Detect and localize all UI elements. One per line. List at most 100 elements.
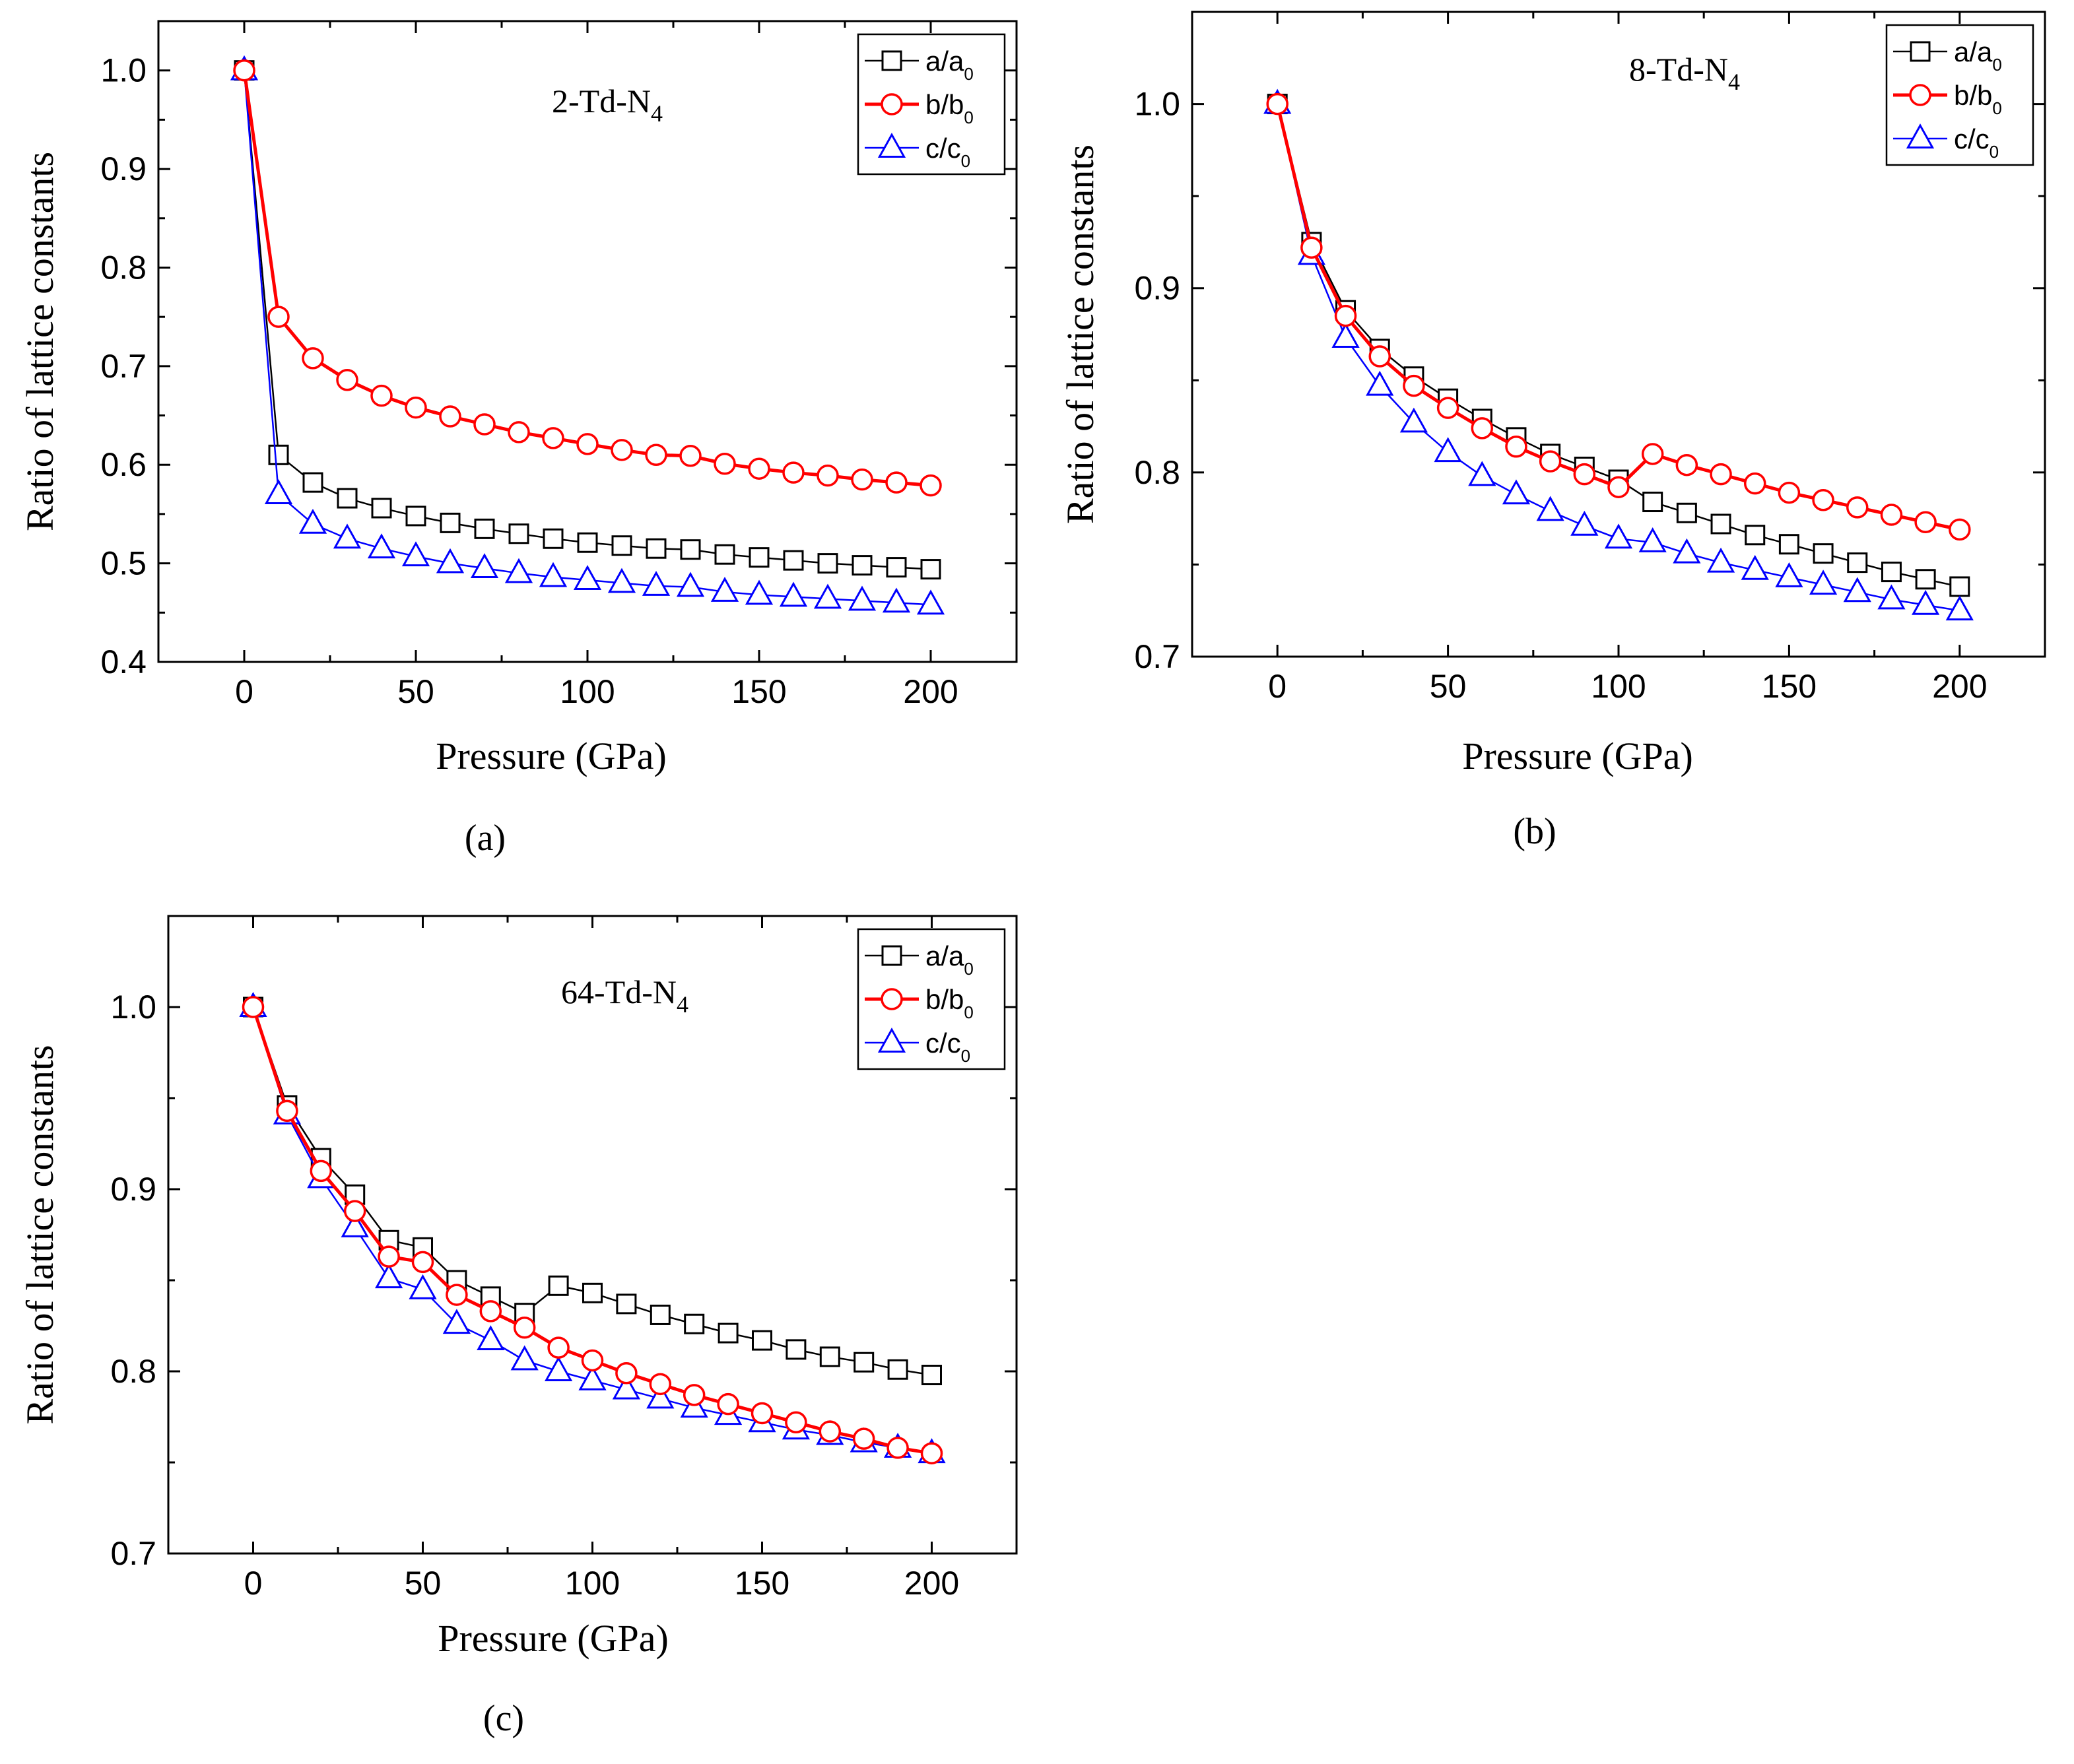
data-point-circle <box>852 1427 875 1450</box>
x-tick-label: 50 <box>405 1565 442 1602</box>
series-line <box>1275 103 1960 531</box>
data-point-circle <box>819 1420 842 1443</box>
x-tick-label: 50 <box>397 673 434 710</box>
data-point-triangle <box>1945 595 1974 621</box>
y-tick-label: 0.5 <box>100 545 147 582</box>
data-point-square <box>1881 562 1902 583</box>
legend-label-text: c/c <box>925 133 961 164</box>
x-tick-label: 200 <box>1932 668 1987 705</box>
data-point-square <box>680 539 701 560</box>
data-point-triangle <box>1502 479 1531 505</box>
series-circle <box>242 996 943 1464</box>
y-tick-label: 0.4 <box>100 643 147 680</box>
data-point-circle <box>302 347 324 370</box>
data-point-triangle <box>510 1345 539 1371</box>
legend-item: b/b0 <box>865 89 974 127</box>
legend-label: b/b0 <box>925 984 974 1022</box>
panel-caption: (b) <box>1513 811 1556 852</box>
data-point-triangle <box>544 1356 573 1381</box>
panel-title-subscript: 4 <box>677 991 688 1018</box>
panel-title-subscript: 4 <box>651 100 663 127</box>
x-axis-label: Pressure (GPa) <box>436 735 667 777</box>
data-point-triangle <box>504 558 533 583</box>
data-point-circle <box>508 421 530 443</box>
data-point-square <box>474 518 495 539</box>
x-tick-label: 0 <box>244 1565 263 1602</box>
y-tick-label: 0.8 <box>110 1353 156 1390</box>
data-point-circle <box>683 1384 706 1406</box>
data-point-triangle <box>612 1374 641 1400</box>
legend-marker <box>1906 123 1935 148</box>
legend-label-text: c/c <box>925 1028 961 1059</box>
data-point-triangle <box>642 571 671 596</box>
legend-label: b/b0 <box>925 89 974 127</box>
data-point-circle <box>1403 374 1425 397</box>
legend-label: c/c0 <box>1954 123 1999 162</box>
panel-title: 8-Td-N4 <box>1629 51 1740 95</box>
data-point-circle <box>615 1362 638 1385</box>
y-tick-label: 0.8 <box>1134 454 1180 491</box>
legend-item: a/a0 <box>865 46 974 84</box>
legend-marker <box>881 988 903 1010</box>
data-point-square <box>886 557 907 578</box>
data-point-square <box>268 444 289 465</box>
data-point-triangle <box>1706 547 1735 573</box>
legend-item: a/a0 <box>865 940 974 979</box>
data-point-triangle <box>374 1263 403 1289</box>
x-axis-label: Pressure (GPa) <box>438 1617 669 1660</box>
panel-caption: (c) <box>483 1698 524 1739</box>
panel-title-text: 64-Td-N <box>561 973 677 1010</box>
legend-label-text: b/b <box>1954 80 1992 111</box>
data-point-square <box>1813 543 1834 564</box>
data-point-circle <box>748 457 770 480</box>
legend-marker <box>877 1028 906 1053</box>
data-point-triangle <box>646 1383 675 1409</box>
data-point-circle <box>782 461 805 484</box>
x-tick-label: 150 <box>1762 668 1817 705</box>
data-point-square <box>817 553 838 574</box>
y-tick-label: 0.8 <box>100 249 147 286</box>
data-point-circle <box>1812 488 1834 511</box>
data-point-triangle <box>409 1274 437 1299</box>
data-point-square <box>1847 552 1868 573</box>
series-triangle <box>1263 88 1974 621</box>
legend-marker <box>881 50 902 71</box>
data-point-circle <box>370 384 393 407</box>
data-point-circle <box>310 1160 333 1183</box>
chart-panel-a: 0 50 100 150 200 0.4 0.5 0.6 0.7 0.8 0.9 1.0 Pressur… <box>18 20 1018 859</box>
data-point-square <box>1676 502 1697 523</box>
y-axis-label: Ratio of lattice constants <box>1059 145 1102 524</box>
data-point-circle <box>547 1336 570 1359</box>
data-point-square <box>650 1304 671 1325</box>
legend-label-text: a/a <box>1954 36 1993 67</box>
legend-label: a/a0 <box>1954 36 2002 75</box>
legend-label-text: a/a <box>925 940 964 971</box>
data-point-circle <box>714 452 736 475</box>
data-point-circle <box>479 1300 502 1323</box>
data-point-circle <box>717 1392 739 1416</box>
y-tick-label: 1.0 <box>1134 86 1180 123</box>
data-point-triangle <box>1877 584 1906 610</box>
x-tick-label: 100 <box>560 673 615 710</box>
data-point-triangle <box>1468 461 1496 486</box>
data-point-triangle <box>470 553 499 579</box>
legend-item: c/c0 <box>1893 123 1999 162</box>
series-square <box>1267 94 1970 597</box>
data-point-triangle <box>1604 523 1633 549</box>
data-point-circle <box>1880 504 1903 526</box>
data-point-square <box>920 559 941 580</box>
legend-item: b/b0 <box>1893 80 2002 118</box>
data-point-square <box>548 1275 569 1296</box>
data-point-triangle <box>745 579 774 605</box>
data-point-triangle <box>779 581 808 607</box>
legend: a/a0b/b0c/c0 <box>857 33 1006 176</box>
data-point-square <box>646 538 667 559</box>
data-point-triangle <box>1912 589 1940 615</box>
legend-marker <box>881 945 902 966</box>
legend-marker <box>877 133 906 158</box>
data-point-square <box>371 498 392 519</box>
data-point-square <box>577 532 598 553</box>
legend-label-text: a/a <box>925 46 964 77</box>
data-point-circle <box>1778 481 1801 504</box>
